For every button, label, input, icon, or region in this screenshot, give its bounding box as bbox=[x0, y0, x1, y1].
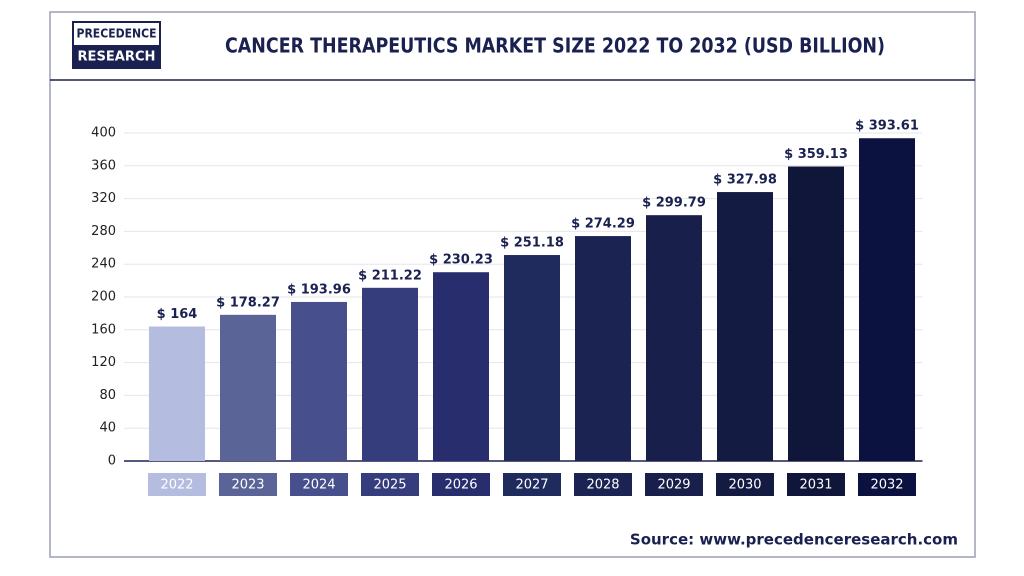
x-tick-label: 2031 bbox=[799, 478, 832, 493]
category-box bbox=[219, 473, 277, 496]
x-tick-label: 2024 bbox=[302, 478, 335, 493]
x-tick-label: 2022 bbox=[160, 478, 193, 493]
value-label: $ 251.18 bbox=[500, 236, 564, 251]
y-tick-label: 280 bbox=[91, 224, 116, 239]
logo-top: PRECEDENCE bbox=[77, 27, 157, 41]
y-tick-label: 200 bbox=[91, 290, 116, 305]
bar bbox=[575, 236, 631, 461]
y-tick-label: 0 bbox=[108, 454, 116, 469]
x-tick-label: 2032 bbox=[870, 478, 903, 493]
bar bbox=[504, 255, 560, 461]
x-tick-label: 2027 bbox=[515, 478, 548, 493]
category-box bbox=[716, 473, 774, 496]
logo-bottom: RESEARCH bbox=[78, 50, 156, 65]
x-tick-label: 2026 bbox=[444, 478, 477, 493]
y-tick-label: 160 bbox=[91, 322, 116, 337]
y-tick-label: 320 bbox=[91, 191, 116, 206]
category-box bbox=[858, 473, 916, 496]
category-box bbox=[787, 473, 845, 496]
y-tick-label: 120 bbox=[91, 355, 116, 370]
value-label: $ 299.79 bbox=[642, 196, 706, 211]
bar bbox=[717, 192, 773, 461]
x-tick-label: 2029 bbox=[657, 478, 690, 493]
category-box bbox=[148, 473, 206, 496]
y-tick-label: 80 bbox=[99, 388, 116, 403]
bar bbox=[788, 166, 844, 461]
category-box bbox=[503, 473, 561, 496]
value-label: $ 211.22 bbox=[358, 268, 422, 283]
bar bbox=[646, 215, 702, 461]
y-tick-label: 40 bbox=[99, 421, 116, 436]
x-tick-label: 2023 bbox=[231, 478, 264, 493]
value-label: $ 193.96 bbox=[287, 282, 351, 297]
value-label: $ 393.61 bbox=[855, 119, 919, 134]
bar bbox=[220, 314, 276, 461]
value-label: $ 164 bbox=[157, 307, 198, 322]
value-label: $ 359.13 bbox=[784, 147, 848, 162]
category-box bbox=[645, 473, 703, 496]
y-tick-label: 400 bbox=[91, 126, 116, 141]
y-tick-label: 360 bbox=[91, 158, 116, 173]
bar bbox=[859, 138, 915, 461]
category-box bbox=[290, 473, 348, 496]
category-box bbox=[574, 473, 632, 496]
x-tick-label: 2030 bbox=[728, 478, 761, 493]
source: Source: www.precedenceresearch.com bbox=[630, 531, 958, 549]
category-box bbox=[361, 473, 419, 496]
y-tick-label: 240 bbox=[91, 257, 116, 272]
bar bbox=[433, 272, 489, 461]
bar bbox=[149, 326, 205, 461]
value-label: $ 274.29 bbox=[571, 217, 635, 232]
x-tick-label: 2028 bbox=[586, 478, 619, 493]
x-tick-label: 2025 bbox=[373, 478, 406, 493]
value-label: $ 230.23 bbox=[429, 253, 493, 268]
chart-title: CANCER THERAPEUTICS MARKET SIZE 2022 TO … bbox=[225, 34, 885, 58]
category-box bbox=[432, 473, 490, 496]
logo-band bbox=[73, 45, 160, 68]
value-label: $ 327.98 bbox=[713, 173, 777, 188]
bar bbox=[291, 301, 347, 461]
bar bbox=[362, 287, 418, 461]
value-label: $ 178.27 bbox=[216, 295, 280, 310]
